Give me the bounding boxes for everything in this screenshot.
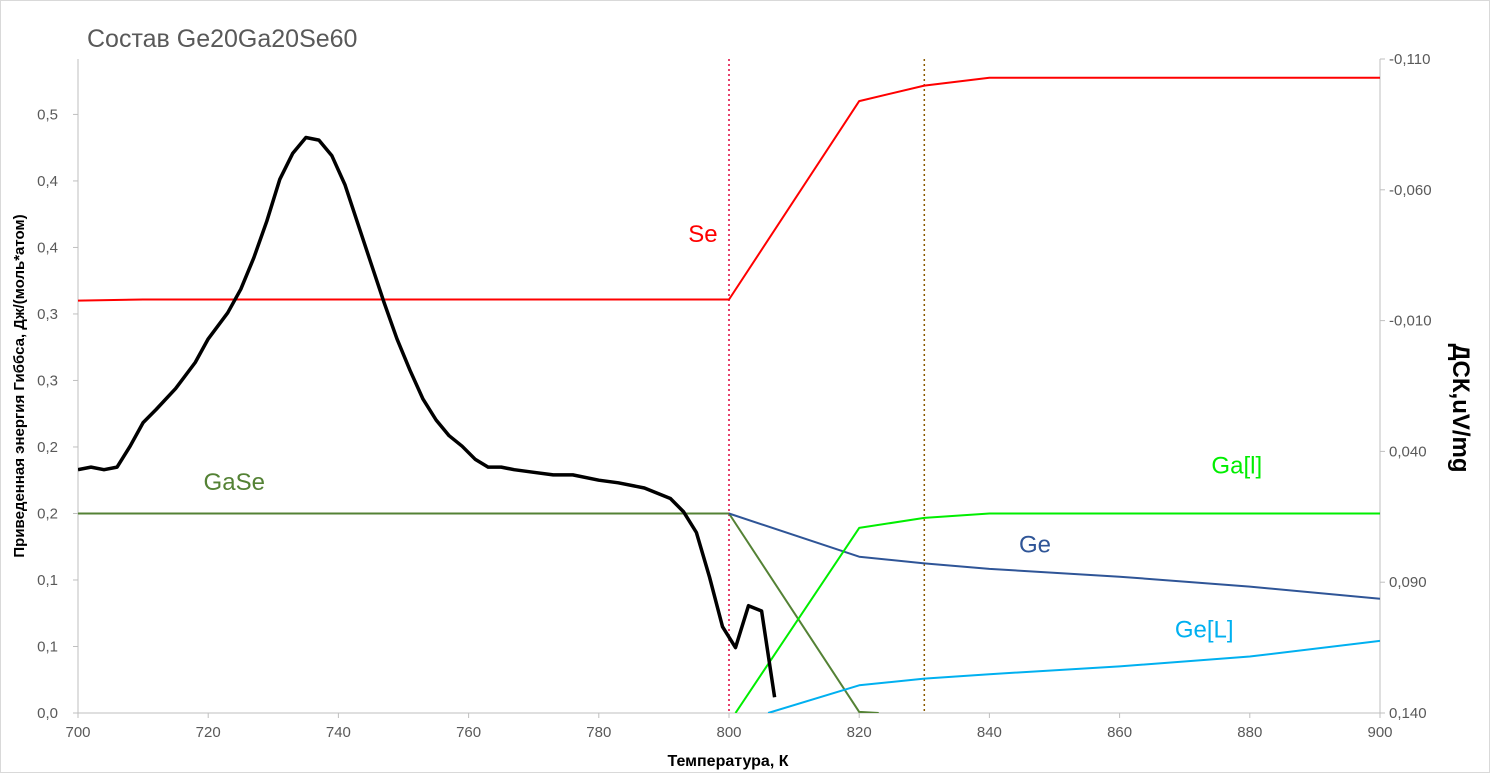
x-tick-label: 860 [1107, 724, 1132, 741]
series-line-ge-l [767, 639, 1380, 713]
x-tick-label: 820 [847, 724, 872, 741]
x-tick-label: 840 [977, 724, 1002, 741]
y2-tick-label: 0,140 [1389, 705, 1427, 722]
x-tick-label: 880 [1237, 724, 1262, 741]
y-tick-label: 0,5 [37, 106, 58, 123]
series-line-ga-l [734, 512, 1380, 713]
x-tick-label: 720 [196, 724, 221, 741]
y-tick-label: 0,2 [37, 505, 58, 522]
y2-axis-title: ДСК,uV/mg [1447, 343, 1474, 472]
tick-labels: 700 720 740 760 780 800 820 840 860 880 900 0,0 0,1 0… [37, 51, 1431, 741]
y-tick-label: 0,4 [37, 173, 58, 190]
y2-tick-label: -0,010 [1389, 313, 1432, 330]
y2-tick-label: 0,090 [1389, 574, 1427, 591]
series-line-gase [78, 512, 879, 713]
series-label: Ga[l] [1211, 453, 1262, 480]
y-tick-label: 0,3 [37, 372, 58, 389]
x-tick-label: 780 [586, 724, 611, 741]
series-line-dsc [78, 135, 777, 698]
series-label: Ge[L] [1175, 617, 1234, 644]
x-tick-label: 800 [716, 724, 741, 741]
y-tick-label: 0,1 [37, 638, 58, 655]
series-lines [78, 76, 1380, 713]
series-line-se [78, 76, 1380, 302]
y-tick-label: 0,4 [37, 239, 58, 256]
marker-lines [728, 59, 926, 713]
axes [73, 58, 1385, 718]
series-label: Ge [1019, 531, 1051, 558]
y2-tick-label: -0,060 [1389, 182, 1432, 199]
y-axis-title: Приведенная энергия Гиббса, Дж/(моль*ато… [11, 214, 28, 557]
x-axis-title: Температура, К [668, 753, 789, 770]
y-tick-label: 0,2 [37, 439, 58, 456]
y-tick-label: 0,0 [37, 705, 58, 722]
x-tick-label: 900 [1367, 724, 1392, 741]
series-label: GaSe [204, 469, 265, 496]
y2-tick-label: -0,110 [1389, 51, 1430, 68]
series-labels: Se GaSe Ge Ga[l] Ge[L] [204, 221, 1263, 644]
x-tick-label: 740 [326, 724, 351, 741]
series-line-ge [728, 512, 1380, 600]
y-tick-label: 0,3 [37, 306, 58, 323]
x-tick-label: 700 [65, 724, 90, 741]
x-tick-label: 760 [456, 724, 481, 741]
y-tick-label: 0,1 [37, 572, 58, 589]
y2-tick-label: 0,040 [1389, 443, 1427, 460]
chart-title: Состав Ge20Ga20Se60 [87, 25, 357, 53]
series-label: Se [688, 221, 717, 248]
